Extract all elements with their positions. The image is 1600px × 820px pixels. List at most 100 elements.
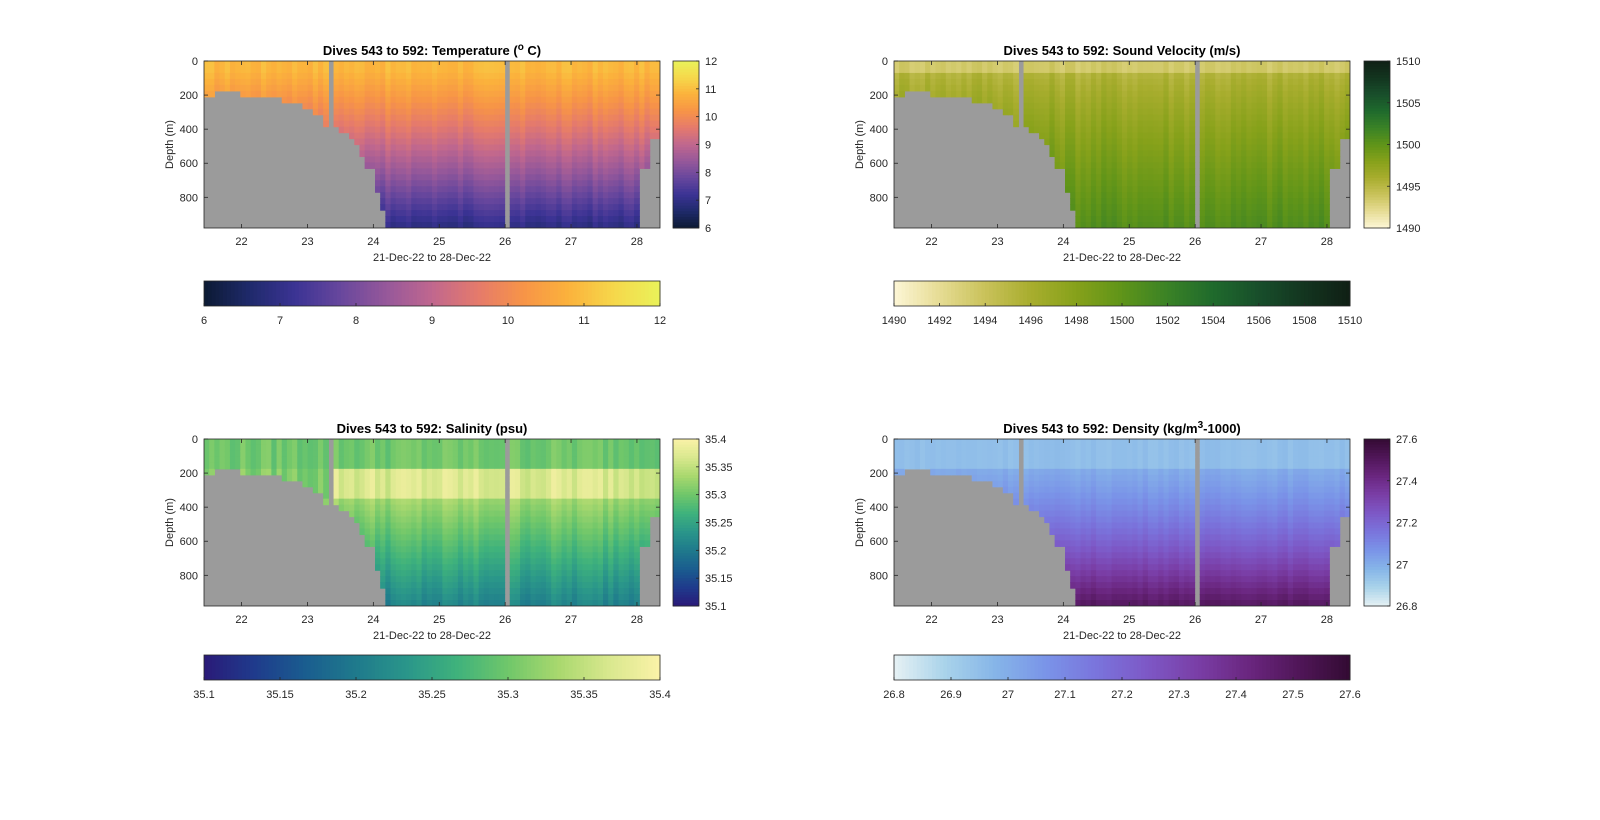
heatmap-cell [1132, 115, 1138, 122]
heatmap-cell [1096, 127, 1102, 134]
heatmap-cell [463, 534, 469, 541]
heatmap-cell [608, 216, 614, 223]
heatmap-cell [941, 73, 947, 80]
heatmap-cell [380, 109, 386, 116]
heatmap-cell [396, 67, 402, 74]
heatmap-cell [473, 451, 479, 458]
heatmap-cell [432, 588, 438, 595]
heatmap-cell [499, 115, 505, 122]
heatmap-cell [572, 109, 578, 116]
heatmap-cell [1303, 85, 1309, 92]
heatmap-cell [359, 463, 365, 470]
heatmap-cell [344, 61, 350, 68]
heatmap-cell [277, 61, 283, 68]
heatmap-cell [1309, 109, 1315, 116]
heatmap-cell [1314, 210, 1320, 217]
heatmap-cell [266, 463, 272, 470]
colorbar-horizontal-segment [1335, 281, 1339, 306]
heatmap-cell [629, 162, 635, 169]
heatmap-cell [572, 127, 578, 134]
heatmap-cell [598, 210, 604, 217]
heatmap-cell [422, 198, 428, 205]
heatmap-cell [349, 133, 355, 140]
heatmap-cell [1272, 139, 1278, 146]
heatmap-cell [427, 156, 433, 163]
heatmap-cell [1215, 192, 1221, 199]
heatmap-cell [318, 451, 324, 458]
heatmap-cell [1143, 73, 1149, 80]
heatmap-cell [380, 546, 386, 553]
heatmap-cell [1314, 204, 1320, 211]
heatmap-cell [385, 91, 391, 98]
heatmap-cell [1184, 133, 1190, 140]
heatmap-cell [406, 493, 412, 500]
heatmap-cell [401, 445, 407, 452]
heatmap-cell [1288, 156, 1294, 163]
heatmap-cell [432, 546, 438, 553]
heatmap-cell [1049, 109, 1055, 116]
heatmap-cell [582, 198, 588, 205]
heatmap-cell [370, 523, 376, 530]
heatmap-cell [541, 198, 547, 205]
heatmap-cell [1174, 198, 1180, 205]
heatmap-cell [1169, 186, 1175, 193]
heatmap-cell [302, 97, 308, 104]
heatmap-cell [541, 174, 547, 181]
colorbar-horizontal-segment [1274, 281, 1278, 306]
heatmap-cell [1189, 162, 1195, 169]
heatmap-cell [1272, 127, 1278, 134]
heatmap-cell [1122, 85, 1128, 92]
heatmap-cell [308, 439, 314, 446]
heatmap-cell [1241, 115, 1247, 122]
heatmap-cell [515, 109, 521, 116]
heatmap-cell [1075, 109, 1081, 116]
heatmap-cell [639, 67, 645, 74]
heatmap-cell [1272, 174, 1278, 181]
heatmap-cell [1220, 103, 1226, 110]
heatmap-cell [1283, 168, 1289, 175]
heatmap-cell [1174, 139, 1180, 146]
heatmap-cell [432, 487, 438, 494]
heatmap-cell [458, 457, 464, 464]
heatmap-cell [1309, 186, 1315, 193]
heatmap-cell [411, 210, 417, 217]
heatmap-cell [1226, 192, 1232, 199]
heatmap-cell [489, 517, 495, 524]
heatmap-cell [1272, 67, 1278, 74]
colorbar-horizontal-segment [542, 281, 546, 306]
heatmap-cell [282, 445, 288, 452]
heatmap-cell [427, 127, 433, 134]
heatmap-cell [1169, 168, 1175, 175]
heatmap-cell [1049, 127, 1055, 134]
heatmap-cell [391, 487, 397, 494]
heatmap-cell [915, 61, 921, 68]
colorbar-horizontal-segment [1221, 281, 1225, 306]
y-tick-label: 200 [180, 90, 198, 102]
heatmap-cell [1148, 139, 1154, 146]
heatmap-cell [619, 61, 625, 68]
heatmap-cell [1075, 61, 1081, 68]
heatmap-cell [1148, 180, 1154, 187]
heatmap-cell [1298, 198, 1304, 205]
colorbar-horizontal-segment [649, 281, 653, 306]
heatmap-cell [582, 192, 588, 199]
heatmap-cell [1158, 103, 1164, 110]
heatmap-cell [639, 150, 645, 157]
heatmap-cell [448, 168, 454, 175]
heatmap-cell [644, 79, 650, 86]
colorbar-horizontal-segment [1251, 281, 1255, 306]
heatmap-cell [463, 469, 469, 476]
heatmap-cell [1163, 103, 1169, 110]
heatmap-cell [525, 186, 531, 193]
heatmap-cell [546, 115, 552, 122]
heatmap-cell [1272, 216, 1278, 223]
heatmap-cell [1220, 174, 1226, 181]
heatmap-cell [634, 150, 640, 157]
heatmap-cell [1055, 127, 1061, 134]
heatmap-cell [489, 511, 495, 518]
colorbar-horizontal-segment [1304, 281, 1308, 306]
heatmap-cell [1283, 91, 1289, 98]
heatmap-cell [416, 505, 422, 512]
heatmap-cell [359, 133, 365, 140]
heatmap-cell [556, 139, 562, 146]
